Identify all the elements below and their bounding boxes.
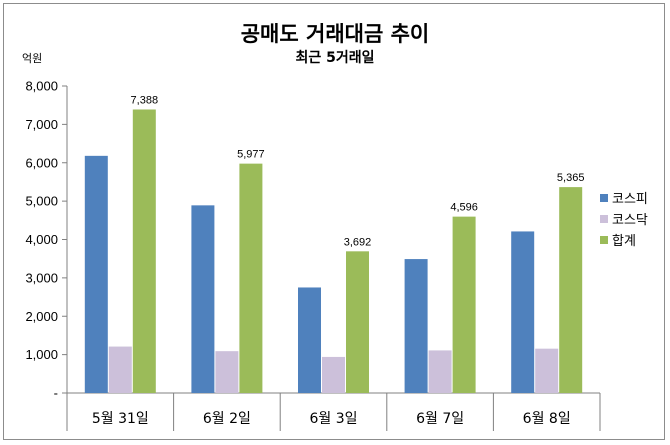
chart-subtitle: 최근 5거래일 <box>295 50 375 66</box>
data-label: 4,596 <box>450 202 478 214</box>
x-category-label: 6월 3일 <box>309 411 357 427</box>
bar <box>108 346 132 393</box>
y-tick-label: 5,000 <box>25 194 58 209</box>
x-category-label: 5월 31일 <box>92 411 149 427</box>
data-label: 7,388 <box>131 94 159 106</box>
legend-label: 코스피 <box>612 192 648 207</box>
data-label: 5,977 <box>237 149 265 161</box>
y-tick-label: 3,000 <box>25 270 58 285</box>
bar <box>559 187 583 393</box>
bars <box>84 109 583 393</box>
y-tick-label: 6,000 <box>25 155 58 170</box>
bar <box>404 259 428 393</box>
bar <box>346 251 369 393</box>
bar <box>132 109 156 393</box>
y-tick-label: 2,000 <box>25 309 58 324</box>
bar <box>535 348 559 393</box>
bar <box>191 205 215 393</box>
bar <box>452 216 476 393</box>
data-labels: 7,388 5,977 3,692 4,596 5,365 <box>131 94 585 248</box>
bar <box>428 350 452 393</box>
legend-swatch <box>600 215 608 223</box>
x-category-label: 6월 7일 <box>416 411 464 427</box>
bar <box>215 351 239 393</box>
y-tick-label: 1,000 <box>25 347 58 362</box>
legend-swatch <box>600 194 608 202</box>
legend-swatch <box>600 236 608 244</box>
y-tick-label: - <box>54 386 58 401</box>
bar <box>239 163 263 393</box>
data-label: 5,365 <box>557 172 585 184</box>
axes: - 1,000 2,000 3,000 4,000 5,000 6,000 7,000 8,00… <box>25 79 601 431</box>
x-category-label: 6월 2일 <box>203 411 251 427</box>
y-axis-unit-label: 억원 <box>22 52 43 65</box>
legend-label: 합계 <box>612 234 636 249</box>
chart-title: 공매도 거래대금 추이 <box>240 22 430 46</box>
legend-label: 코스닥 <box>612 213 648 228</box>
data-label: 3,692 <box>344 236 372 248</box>
bar <box>511 231 535 393</box>
y-tick-label: 7,000 <box>25 117 58 132</box>
bar <box>322 356 345 393</box>
y-tick-label: 8,000 <box>25 79 58 94</box>
y-tick-label: 4,000 <box>25 232 58 247</box>
bar <box>84 155 108 393</box>
x-category-label: 6월 8일 <box>523 411 571 427</box>
bar <box>298 287 321 393</box>
